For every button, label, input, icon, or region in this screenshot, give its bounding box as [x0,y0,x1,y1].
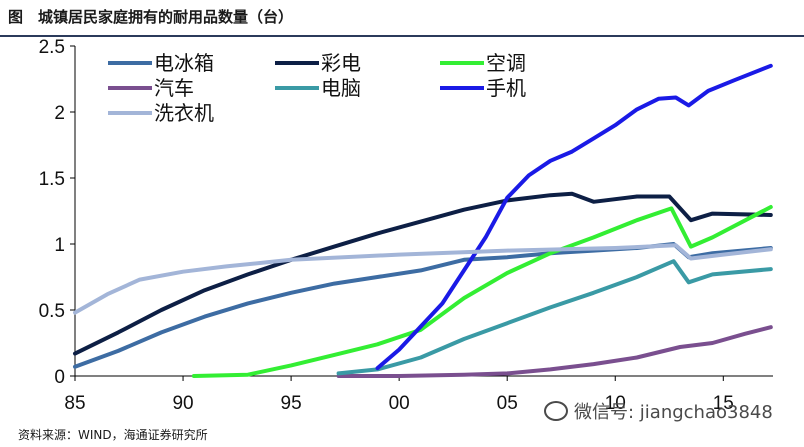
wechat-icon [544,401,568,421]
x-tick-label: 95 [281,393,302,414]
legend-label: 洗衣机 [154,101,214,125]
x-tick-label: 85 [64,393,85,414]
legend-label: 手机 [486,76,526,100]
source-note: 资料来源：WIND，海通证券研究所 [18,428,208,442]
y-tick-label: 2 [54,103,65,124]
y-tick-label: 1 [54,235,65,256]
tick-labels: 0 0.5 1 1.5 2 2.5 85 90 95 00 05 10 15 [39,37,734,414]
x-tick-label: 10 [605,393,626,414]
series-line [73,243,773,315]
series-line [336,259,773,376]
legend-label: 电脑 [321,76,361,100]
y-tick-label: 0.5 [39,301,65,322]
y-tick-label: 1.5 [39,169,65,190]
x-tick-label: 90 [172,393,193,414]
watermark-text: 微信号: jiangchao3848 [574,402,773,423]
y-tick-label: 0 [54,367,65,388]
chart-title: 图 城镇居民家庭拥有的耐用品数量（台） [8,8,294,26]
legend-label: 彩电 [321,51,361,75]
x-tick-label: 05 [497,393,518,414]
legend-label: 空调 [486,51,526,75]
title-rule [0,35,804,37]
x-tick-label: 00 [389,393,410,414]
y-tick-label: 2.5 [39,37,65,58]
series-line [73,191,773,356]
legend-label: 汽车 [154,76,194,100]
series-line [191,205,773,378]
legend-label: 电冰箱 [154,51,214,75]
series-line [336,325,773,378]
x-tick-label: 15 [713,393,734,414]
series-lines [73,63,773,378]
series-line [375,63,773,371]
watermark: 微信号: jiangchao3848 [544,398,773,424]
